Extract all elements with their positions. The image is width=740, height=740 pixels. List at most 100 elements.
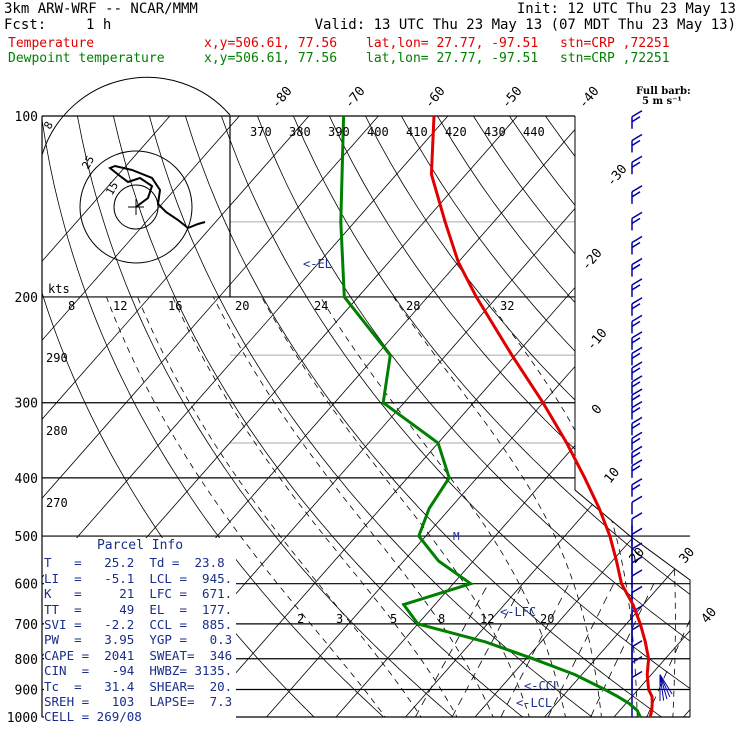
isotherm-label: 30 bbox=[677, 545, 699, 567]
pressure-label: 700 bbox=[15, 618, 38, 633]
wind-barb bbox=[631, 331, 643, 350]
moist-adiabat bbox=[106, 296, 395, 717]
dry-adiabat bbox=[293, 116, 690, 717]
dry-adiabat bbox=[42, 116, 399, 717]
isotherm bbox=[532, 116, 690, 717]
barb-feather bbox=[631, 235, 643, 244]
isotherm-label: 40 bbox=[699, 605, 721, 627]
barb-feather bbox=[631, 375, 643, 383]
mixing-ratio-line bbox=[445, 583, 524, 717]
mixing-ratio-line bbox=[408, 583, 489, 717]
mixing-ratio-label: 8 bbox=[438, 612, 445, 626]
pressure-label: 800 bbox=[15, 653, 38, 668]
wind-barb bbox=[631, 416, 643, 436]
hodo-ring-label: 15 bbox=[103, 180, 121, 198]
hodo-axis-label: 20 bbox=[235, 299, 249, 313]
barb-feather bbox=[631, 314, 643, 323]
level-marker: <-CCL bbox=[524, 679, 560, 693]
theta-left-label: 290 bbox=[46, 351, 68, 365]
dewpoint-station: stn=CRP ,72251 bbox=[560, 51, 670, 66]
hodo-ring bbox=[113, 184, 159, 230]
dry-adiabat bbox=[113, 116, 539, 717]
level-marker: <-LCL bbox=[516, 696, 552, 710]
moist-adiabat bbox=[212, 296, 499, 717]
mixing-ratio-label: 3 bbox=[336, 612, 343, 626]
hodo-axis-label: kts bbox=[48, 282, 70, 296]
barb-feather bbox=[631, 257, 643, 266]
barb-feather bbox=[631, 331, 643, 339]
dewpoint-xy: x,y=506.61, 77.56 bbox=[204, 51, 338, 66]
barb-feather bbox=[631, 484, 641, 491]
dry-adiabat bbox=[401, 116, 690, 717]
pressure-label: 500 bbox=[15, 530, 38, 545]
barb-feather bbox=[631, 381, 641, 388]
dry-adiabat bbox=[689, 116, 690, 717]
parcel-info-row: LI = -5.1 LCL = 945. bbox=[44, 570, 233, 586]
wind-barb bbox=[631, 314, 643, 334]
dry-adiabat bbox=[329, 116, 690, 717]
parcel-info-rows: T = 25.2 Td = 23.8 LI = -5.1 LCL = 945. K … bbox=[44, 555, 236, 724]
barb-feather bbox=[631, 297, 643, 305]
mixing-ratio-line bbox=[640, 583, 690, 717]
wind-barb bbox=[631, 297, 643, 316]
theta-label: 370 bbox=[250, 125, 272, 139]
level-marker: <-EL bbox=[303, 257, 332, 271]
temperature-station: stn=CRP ,72251 bbox=[560, 36, 670, 51]
wind-barb bbox=[631, 110, 643, 129]
barb-feather bbox=[631, 388, 643, 396]
dry-adiabat bbox=[257, 116, 690, 717]
barb-feather bbox=[631, 185, 643, 193]
dry-adiabat bbox=[509, 116, 690, 717]
isotherm-label: -70 bbox=[342, 84, 369, 112]
barb-feather bbox=[631, 191, 641, 198]
isotherm-label: -10 bbox=[584, 326, 611, 354]
barb-feather bbox=[631, 139, 641, 147]
wind-barb bbox=[631, 375, 643, 394]
barb-feather bbox=[631, 116, 641, 123]
dry-adiabat bbox=[581, 116, 690, 717]
parcel-info-row: CIN = -94 HWBZ= 3135. bbox=[44, 663, 233, 679]
parcel-info-row: PW = 3.95 YGP = 0.3 bbox=[44, 632, 233, 648]
barb-feather bbox=[631, 605, 643, 613]
parcel-info-row: Tc = 31.4 SHEAR= 20. bbox=[44, 678, 233, 694]
isotherm bbox=[254, 116, 690, 717]
wind-barbs bbox=[631, 110, 673, 717]
moist-adiabat bbox=[595, 296, 676, 717]
moist-adiabat bbox=[706, 297, 726, 730]
barb-feather bbox=[631, 437, 641, 444]
wind-barb bbox=[631, 495, 643, 515]
hodo-ring-label: 25 bbox=[79, 154, 97, 172]
isotherm bbox=[463, 116, 690, 717]
barb-feather bbox=[631, 155, 643, 163]
barb-feather bbox=[631, 585, 643, 594]
barb-feather bbox=[631, 527, 643, 535]
mixing-ratio-label: 5 bbox=[390, 612, 397, 626]
barb-feather bbox=[631, 263, 641, 271]
wind-barb bbox=[631, 278, 643, 297]
barb-feather bbox=[631, 303, 641, 310]
dry-adiabat bbox=[77, 116, 469, 717]
wind-barb bbox=[631, 388, 643, 408]
theta-left-label: 280 bbox=[46, 424, 68, 438]
dry-adiabat bbox=[221, 116, 690, 717]
dewpoint-trace bbox=[339, 115, 642, 718]
barb-feather bbox=[631, 451, 641, 459]
parcel-info-row: CELL = 269/08 bbox=[44, 709, 142, 725]
mixing-ratio-label: 2 bbox=[297, 612, 304, 626]
init-time: Init: 12 UTC Thu 23 May 13 bbox=[516, 1, 736, 17]
parcel-marker: M bbox=[453, 530, 460, 543]
isotherm-label: 0 bbox=[589, 402, 606, 418]
wind-barb bbox=[631, 459, 643, 478]
surface-barb bbox=[659, 674, 665, 701]
theta-label: 420 bbox=[445, 125, 467, 139]
wind-barb bbox=[631, 400, 643, 420]
barb-feather bbox=[631, 346, 643, 355]
barb-feather bbox=[631, 211, 643, 220]
temperature-trace bbox=[429, 115, 654, 718]
parcel-info-title: Parcel Info bbox=[96, 538, 184, 553]
sounding-traces bbox=[339, 115, 654, 718]
isotherm bbox=[42, 116, 449, 717]
isotherm bbox=[42, 116, 379, 717]
